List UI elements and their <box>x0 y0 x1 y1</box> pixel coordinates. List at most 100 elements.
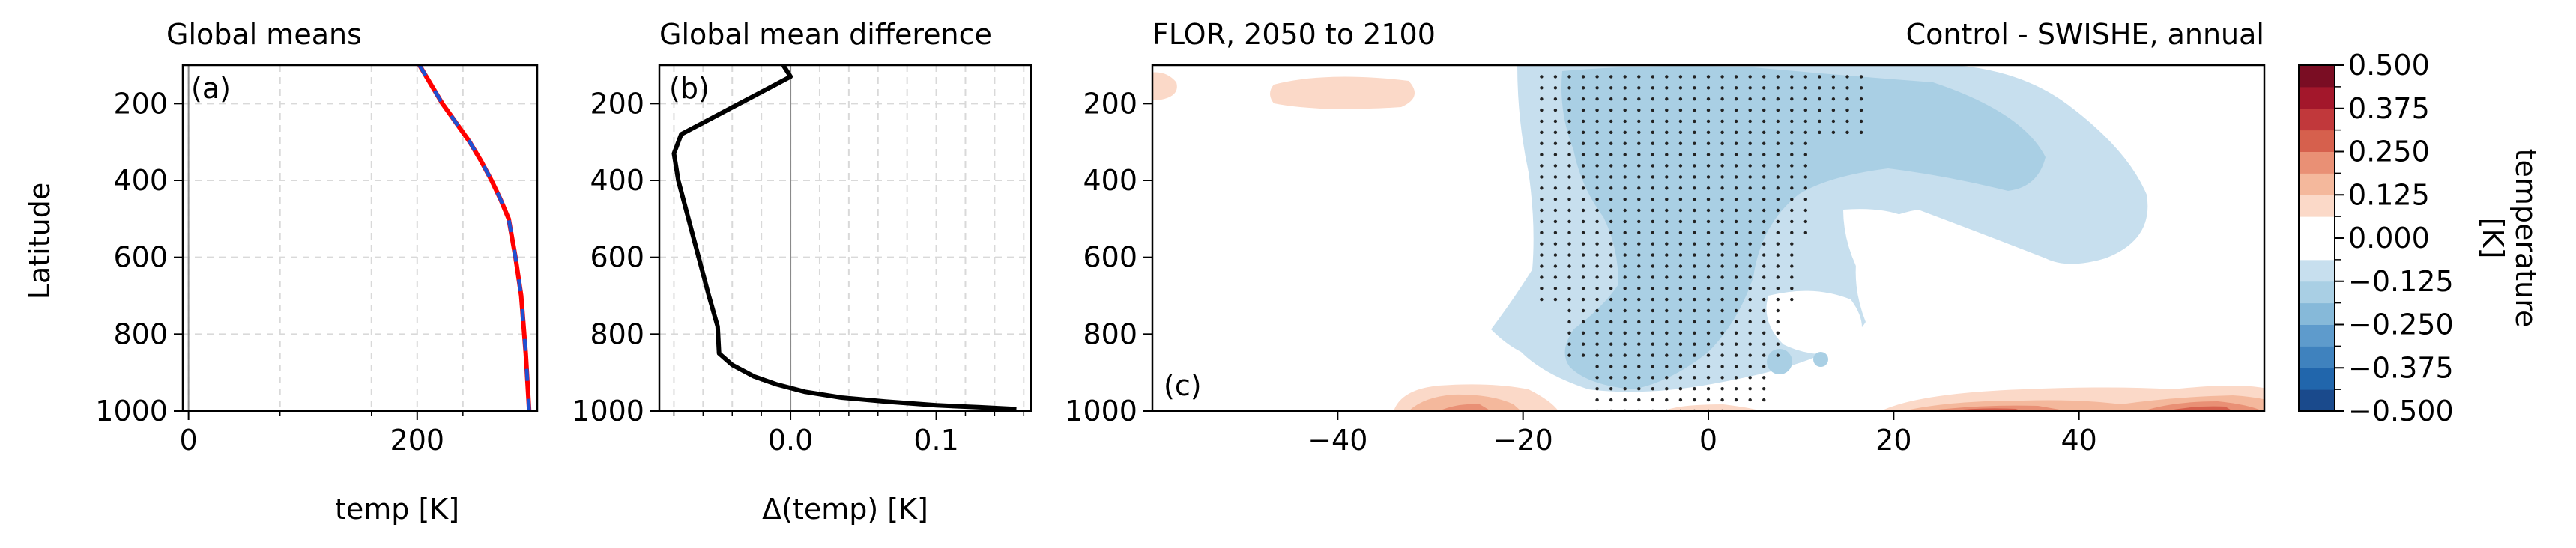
stipple-dot <box>1595 198 1599 201</box>
stipple-dot <box>1540 175 1544 179</box>
stipple-dot <box>1637 242 1641 246</box>
stipple-dot <box>1581 141 1585 145</box>
stipple-dot <box>1720 353 1724 357</box>
stipple-dot <box>1762 153 1766 156</box>
stipple-dot <box>1665 398 1669 402</box>
stipple-dot <box>1595 398 1599 402</box>
stipple-dot <box>1706 297 1711 302</box>
stipple-dot <box>1748 153 1752 156</box>
stipple-dot <box>1678 320 1683 324</box>
stipple-dot <box>1818 108 1821 112</box>
stipple-dot <box>1623 342 1627 346</box>
stipple-dot <box>1790 264 1794 268</box>
stipple-dot <box>1693 308 1696 313</box>
colorbar-tick-label: −0.125 <box>2348 265 2454 298</box>
stipple-dot <box>1762 342 1766 346</box>
stipple-dot <box>1623 353 1627 357</box>
stipple-dot <box>1748 297 1752 302</box>
stipple-dot <box>1734 398 1738 402</box>
stipple-dot <box>1637 219 1641 224</box>
stipple-dot <box>1845 119 1849 124</box>
stipple-dot <box>1748 186 1752 190</box>
stipple-dot <box>1567 320 1571 324</box>
stipple-dot <box>1720 287 1724 290</box>
stipple-dot <box>1609 320 1613 324</box>
stipple-dot <box>1734 264 1738 268</box>
stipple-dot <box>1790 153 1794 156</box>
stipple-dot <box>1665 175 1669 179</box>
stipple-dot <box>1595 175 1599 179</box>
stipple-dot <box>1734 164 1738 168</box>
colorbar-swatch <box>2299 65 2335 88</box>
stipple-dot <box>1706 331 1711 335</box>
stipple-dot <box>1540 186 1544 190</box>
stipple-dot <box>1567 108 1571 112</box>
panel-a: 0 200 200 400 600 800 1000 Global means (a) te… <box>23 18 539 526</box>
panel-c-title-right: Control - SWISHE, annual <box>1906 18 2264 51</box>
x-tick-label: 0 <box>1699 424 1717 457</box>
x-tick-label: 40 <box>2061 424 2096 457</box>
stipple-dot <box>1623 164 1627 168</box>
stipple-dot <box>1581 208 1585 213</box>
y-tick-label: 1000 <box>1065 395 1137 427</box>
x-tick-label: 0.1 <box>913 424 958 457</box>
stipple-dot <box>1678 308 1683 313</box>
stipple-dot <box>1581 130 1585 134</box>
y-tick-label: 600 <box>1083 241 1137 274</box>
stipple-dot <box>1720 320 1724 324</box>
stipple-dot <box>1706 119 1711 124</box>
stipple-dot <box>1720 342 1724 346</box>
stipple-dot <box>1609 141 1613 145</box>
stipple-dot <box>1831 130 1836 134</box>
stipple-dot <box>1567 219 1571 224</box>
stipple-dot <box>1859 108 1863 112</box>
stipple-dot <box>1651 75 1654 79</box>
stipple-dot <box>1567 275 1571 279</box>
stipple-dot <box>1651 342 1654 346</box>
stipple-dot <box>1734 308 1738 313</box>
stipple-dot <box>1540 97 1544 101</box>
stipple-dot <box>1678 175 1683 179</box>
stipple-dot <box>1706 186 1711 190</box>
stipple-dot <box>1720 398 1724 402</box>
y-tick-label: 400 <box>1083 164 1137 197</box>
stipple-dot <box>1595 253 1599 257</box>
stipple-dot <box>1609 219 1613 224</box>
panel-a-xlabel: temp [K] <box>335 493 459 526</box>
stipple-dot <box>1831 119 1836 124</box>
stipple-dot <box>1748 164 1752 168</box>
stipple-dot <box>1734 365 1738 368</box>
stipple-dot <box>1553 275 1558 279</box>
stipple-dot <box>1776 141 1780 145</box>
stipple-dot <box>1665 342 1669 346</box>
stipple-dot <box>1665 320 1669 324</box>
stipple-dot <box>1595 219 1599 224</box>
stipple-dot <box>1734 186 1738 190</box>
stipple-dot <box>1790 164 1794 168</box>
stipple-dot <box>1678 86 1683 90</box>
stipple-dot <box>1609 86 1613 90</box>
stipple-dot <box>1776 253 1780 257</box>
stipple-dot <box>1734 198 1738 201</box>
stipple-dot <box>1665 164 1669 168</box>
stipple-dot <box>1665 264 1669 268</box>
x-tick-label: 200 <box>390 424 445 457</box>
stipple-dot <box>1609 365 1613 368</box>
stipple-dot <box>1831 108 1836 112</box>
stipple-dot <box>1762 287 1766 290</box>
stipple-dot <box>1790 287 1794 290</box>
colorbar-swatch <box>2299 302 2335 325</box>
stipple-dot <box>1706 231 1711 234</box>
colorbar-swatch <box>2299 238 2335 261</box>
stipple-dot <box>1665 275 1669 279</box>
stipple-dot <box>1720 130 1724 134</box>
stipple-dot <box>1553 297 1558 302</box>
stipple-dot <box>1665 130 1669 134</box>
stipple-dot <box>1595 342 1599 346</box>
series-line-red <box>417 65 532 411</box>
stipple-dot <box>1678 342 1683 346</box>
y-tick-label: 800 <box>113 317 168 350</box>
stipple-dot <box>1665 297 1669 302</box>
stipple-dot <box>1637 320 1641 324</box>
stipple-dot <box>1706 320 1711 324</box>
